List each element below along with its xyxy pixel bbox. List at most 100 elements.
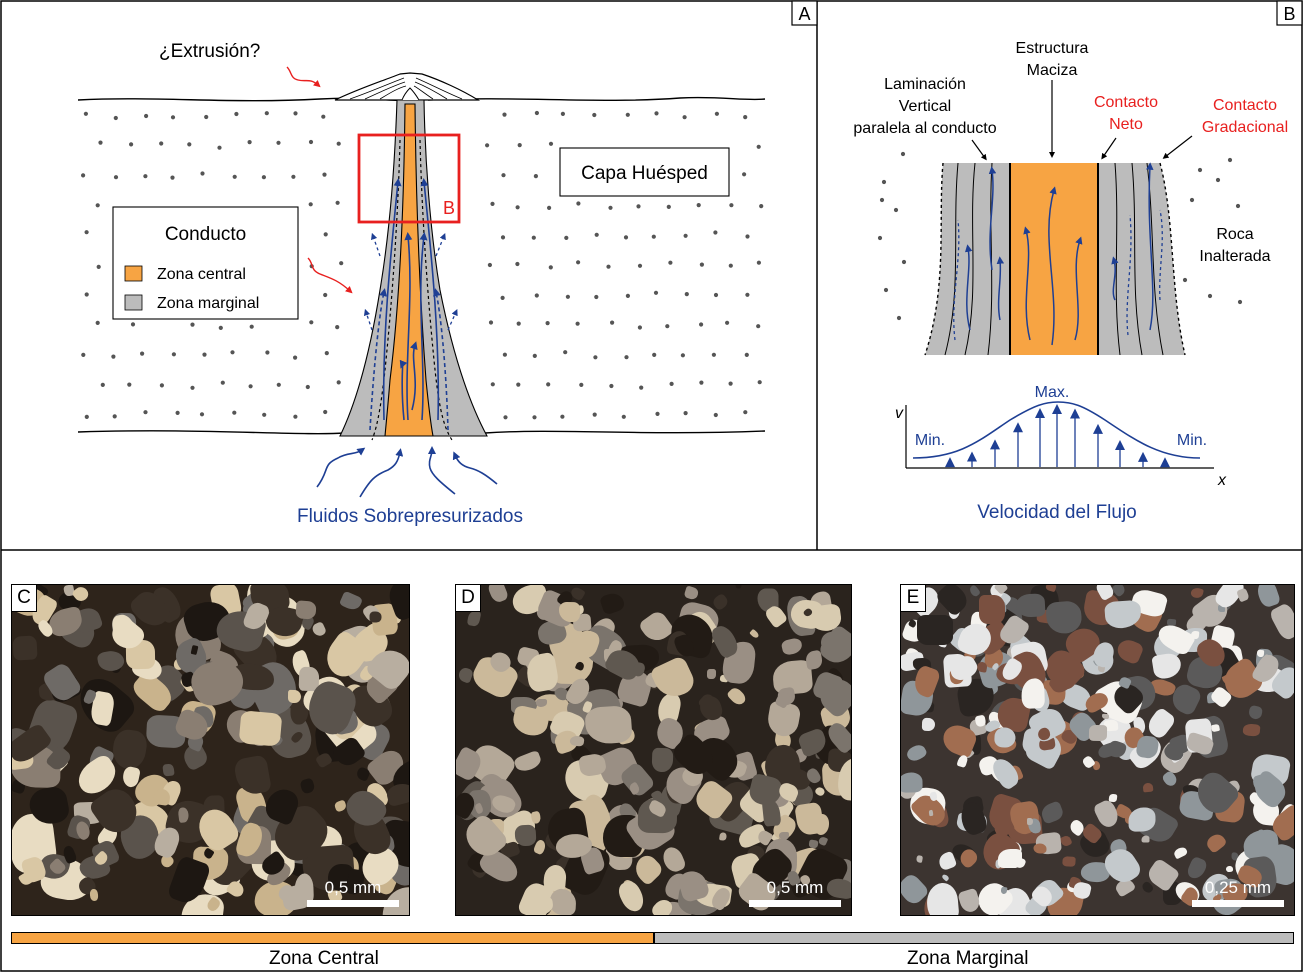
mineral-grain: [1151, 651, 1183, 681]
host-dot: [291, 174, 296, 179]
host-dot: [234, 111, 239, 117]
host-label: Capa Huésped: [581, 163, 708, 184]
host-dot: [293, 355, 298, 360]
host-dot: [83, 111, 88, 116]
gradational-contact-label-1: Contacto: [1213, 97, 1277, 114]
host-dot: [625, 293, 631, 298]
host-dot: [545, 321, 550, 326]
host-dot: [293, 414, 298, 419]
massive-label-2: Maciza: [1027, 62, 1078, 79]
host-dot: [81, 352, 86, 357]
host-dot: [490, 201, 495, 206]
profile-x-label: x: [1217, 472, 1227, 489]
profile-arrow-head: [1052, 404, 1062, 414]
mineral-grain: [238, 710, 283, 747]
host-dot: [532, 353, 537, 358]
mineral-grain: [956, 799, 990, 838]
mineral-grain: [310, 621, 328, 638]
host-dot: [759, 204, 764, 209]
host-dot: [143, 174, 148, 179]
host-dot: [335, 200, 340, 205]
sharp-contact-label-2: Neto: [1109, 116, 1143, 133]
host-dot: [323, 232, 328, 237]
host-dot: [713, 292, 719, 298]
mineral-grain: [1033, 843, 1047, 854]
host-dot: [308, 202, 313, 207]
host-dot: [576, 260, 581, 265]
photo-d-scale-line: [749, 900, 841, 907]
host-dot: [84, 414, 89, 419]
lamination-label-1: Laminación: [884, 76, 966, 93]
mineral-grain: [1038, 800, 1066, 825]
host-dot: [175, 410, 180, 415]
host-dot: [636, 204, 641, 209]
host-dot: [485, 143, 490, 148]
mineral-grain: [1142, 782, 1154, 793]
host-dot: [127, 382, 132, 387]
host-dot: [711, 352, 717, 357]
host-dot: [190, 385, 195, 390]
host-dot: [699, 322, 704, 327]
rock-dot: [1227, 157, 1233, 163]
host-dot: [757, 380, 762, 385]
host-dot: [487, 262, 492, 268]
profile-arrow-head: [1035, 408, 1045, 419]
lamination-label-2: Vertical: [899, 98, 951, 115]
host-dot: [202, 352, 207, 357]
mineral-grain: [817, 835, 829, 847]
profile-min-left-label: Min.: [915, 432, 945, 449]
host-dot: [770, 294, 774, 298]
mineral-grain: [299, 777, 316, 795]
host-dot: [548, 265, 553, 270]
unaltered-label-2: Inalterada: [1199, 248, 1270, 265]
mineral-grain: [1254, 585, 1282, 609]
conduit-gradational-contact: [371, 139, 453, 441]
host-dot: [323, 292, 328, 298]
host-dot: [265, 350, 270, 355]
lamination-label-3: paralela al conducto: [853, 120, 996, 137]
host-dot: [159, 141, 164, 146]
host-dot: [293, 111, 298, 116]
host-dot: [699, 380, 704, 385]
host-dot: [96, 264, 101, 269]
host-dot: [98, 140, 103, 145]
mineral-grain: [921, 717, 936, 732]
host-dot: [232, 174, 237, 179]
host-dot: [336, 380, 341, 385]
host-dot: [190, 322, 195, 327]
profile-arrow-head: [990, 439, 1000, 450]
host-dot: [232, 410, 237, 415]
mineral-grain: [599, 590, 626, 616]
photo-e-scale-label: 0,25 mm: [1204, 878, 1272, 897]
host-dot: [609, 383, 614, 389]
host-dot: [728, 381, 733, 386]
mineral-grain: [1172, 845, 1189, 860]
rock-dot: [896, 315, 902, 321]
mineral-grain: [1210, 723, 1221, 733]
host-dot: [594, 294, 599, 300]
mineral-grain: [96, 648, 126, 674]
host-dot: [713, 230, 718, 235]
host-dot: [745, 234, 750, 239]
host-dot: [728, 263, 733, 268]
host-dot: [159, 383, 164, 388]
host-dot: [500, 235, 506, 240]
host-dot: [683, 411, 688, 416]
photomicrograph-c: C 0,5 mm: [11, 584, 410, 916]
host-dot: [130, 322, 136, 327]
host-dot: [534, 110, 540, 116]
mineral-grain: [925, 881, 960, 915]
unaltered-label-1: Roca: [1216, 226, 1253, 243]
mineral-grain: [338, 590, 364, 613]
rock-dot: [1215, 177, 1221, 183]
host-dot: [560, 414, 565, 419]
host-dot: [532, 415, 537, 420]
host-dot: [144, 113, 149, 119]
host-dot: [623, 235, 629, 240]
profile-arrow-head: [1013, 422, 1023, 433]
rock-dot: [1189, 197, 1195, 203]
photo-c-letter: C: [12, 585, 37, 612]
host-dot: [745, 292, 750, 297]
mineral-grain: [287, 689, 302, 704]
